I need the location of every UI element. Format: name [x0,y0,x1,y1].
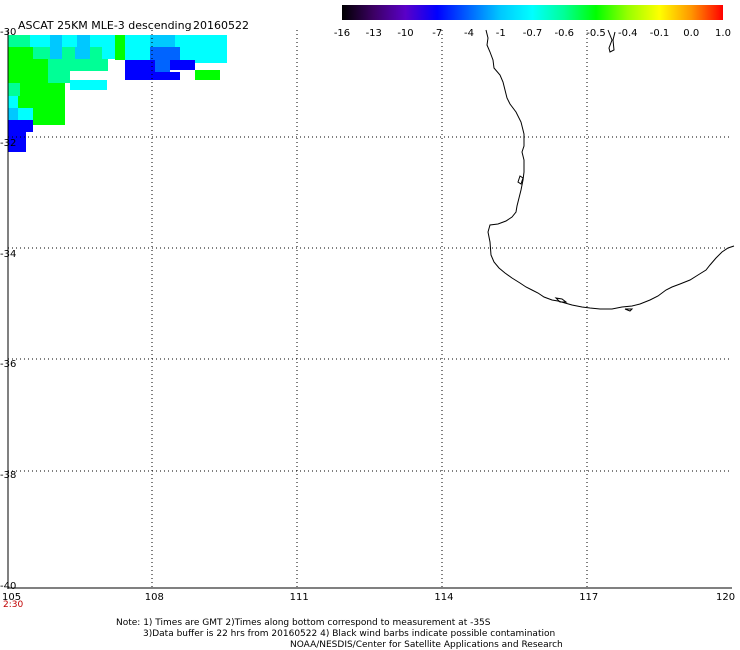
map-date: 20160522 [193,19,249,32]
swath-cells [8,35,227,152]
longitude-tick-label: 111 [289,592,309,603]
note-line-3: NOAA/NESDIS/Center for Satellite Applica… [290,640,563,650]
colorbar-tick-label: 0.0 [683,28,700,39]
colorbar-tick-label: -1 [495,28,506,39]
colorbar-tick-label: -4 [464,28,474,39]
colorbar-tick-label: 1.0 [715,28,731,39]
note-line-1: Note: 1) Times are GMT 2)Times along bot… [116,618,491,628]
longitude-tick-label: 105 [2,592,22,603]
map-title: ASCAT 25KM MLE-3 descending [18,19,192,32]
colorbar-tick-label: -0.4 [617,28,638,39]
colorbar-tick-label: -10 [397,28,414,39]
colorbar-tick-label: -13 [365,28,382,39]
longitude-tick-label: 120 [716,592,736,603]
longitude-tick-label: 114 [434,592,454,603]
coastline [485,29,735,312]
graticule [8,30,732,588]
latitude-tick-label: -34 [0,248,17,260]
colorbar-tick-label: -0.5 [586,28,606,39]
latitude-tick-label: -32 [0,137,17,149]
latitude-tick-label: -30 [0,27,17,38]
latitude-tick-label: -38 [0,470,17,482]
latitude-tick-label: -40 [0,581,17,592]
colorbar [342,5,723,20]
colorbar-tick-label: -0.7 [522,28,543,39]
longitude-tick-label: 108 [144,592,164,603]
longitude-tick-label: 117 [579,592,599,603]
latitude-tick-label: -36 [0,359,17,371]
note-line-2: 3)Data buffer is 22 hrs from 20160522 4)… [143,629,556,639]
time-label: 2:30 [3,600,24,610]
colorbar-tick-label: -16 [333,28,351,39]
colorbar-tick-label: -7 [432,28,443,39]
axis-frame [7,30,732,589]
colorbar-tick-label: -0.6 [554,28,575,39]
colorbar-tick-label: -0.1 [649,28,670,39]
